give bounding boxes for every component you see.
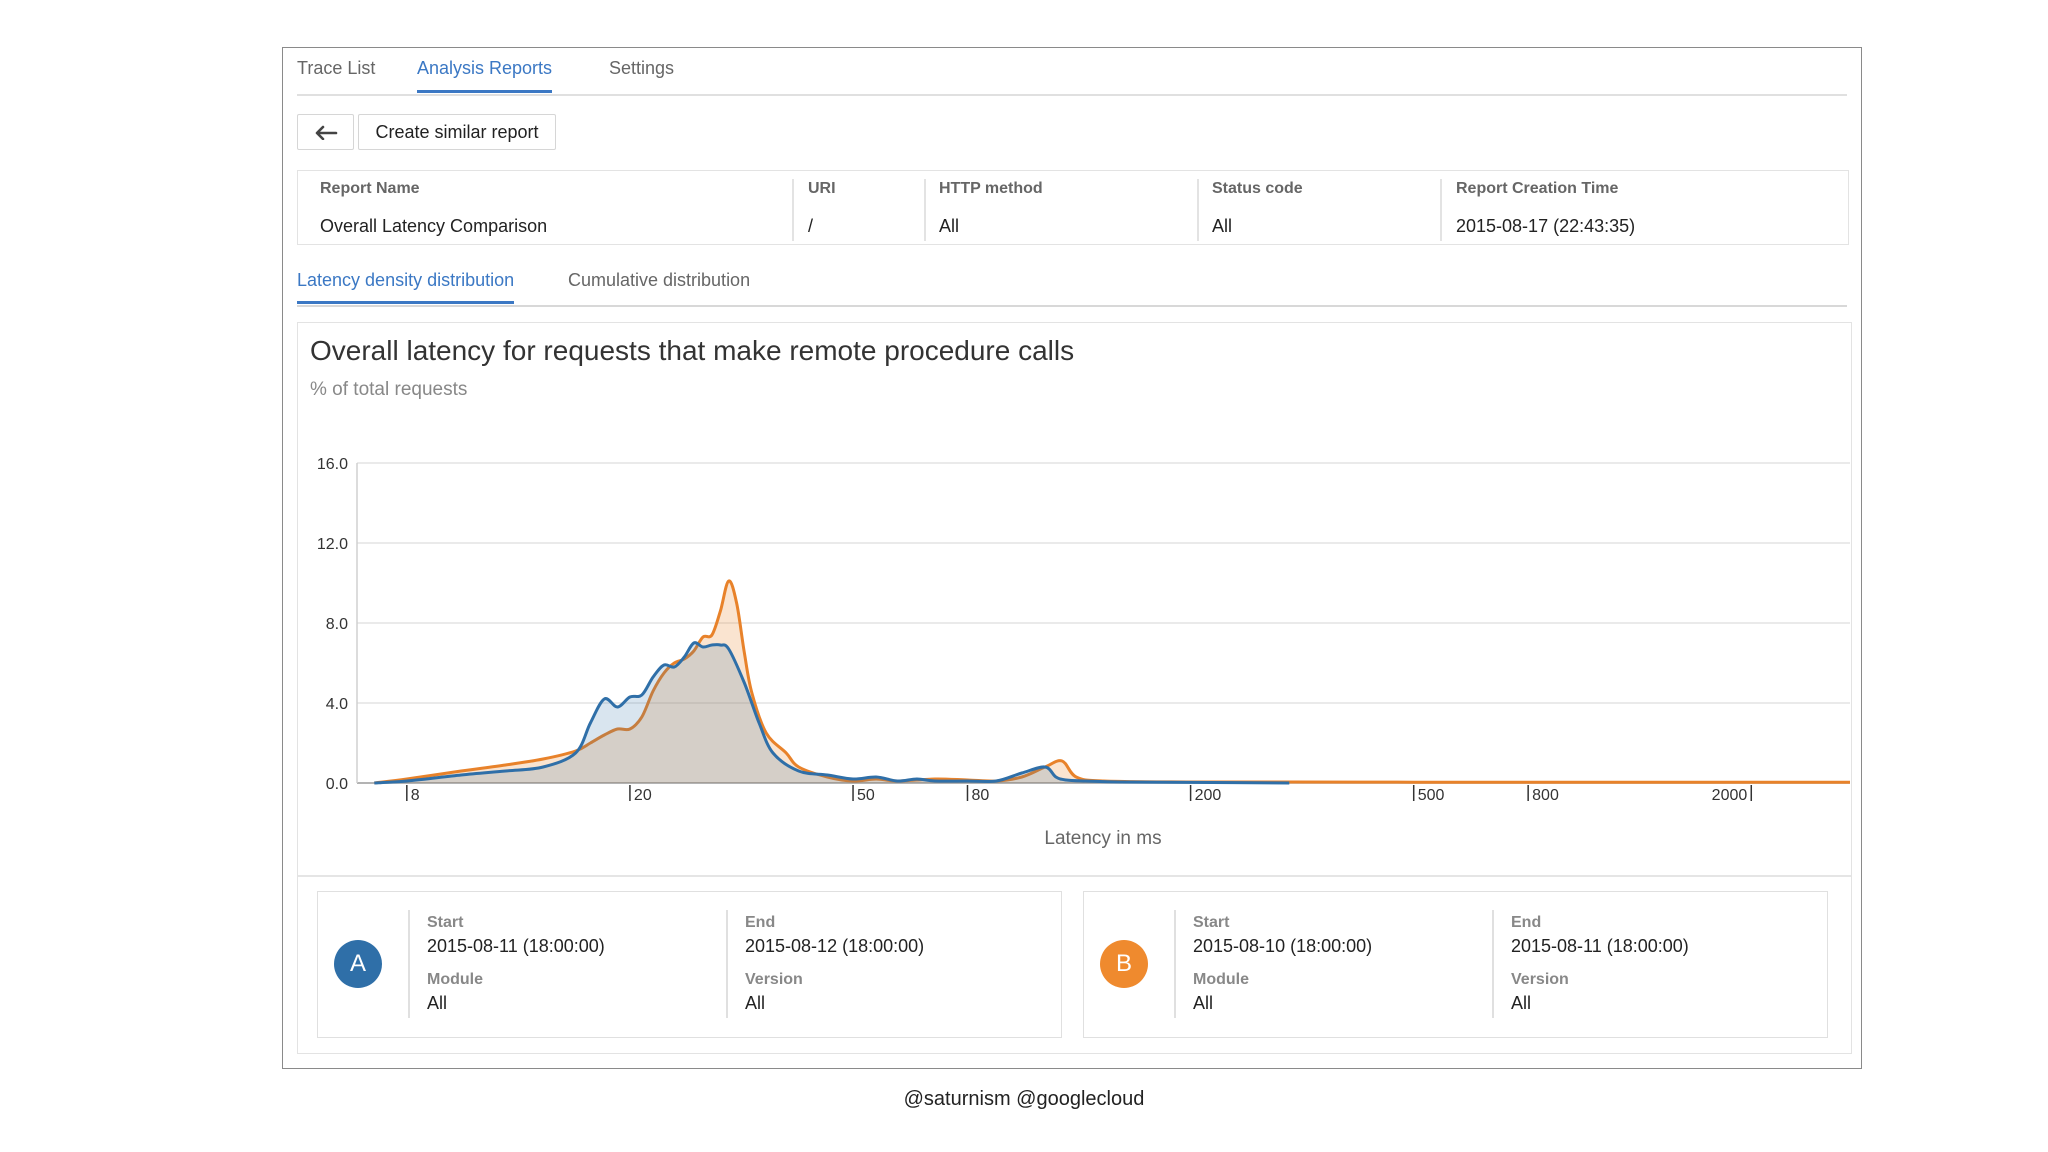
badge-a: A	[334, 940, 382, 988]
legend-card-b: B Start 2015-08-10 (18:00:00) Module All…	[1083, 891, 1828, 1038]
divider	[726, 910, 728, 1018]
tab-cumulative[interactable]: Cumulative distribution	[568, 270, 751, 290]
creation-time-label: Report Creation Time	[1456, 180, 1619, 197]
module-value: All	[1193, 993, 1214, 1013]
report-info-table: Report Name Overall Latency Comparison U…	[297, 170, 1849, 245]
divider	[792, 179, 794, 241]
module-value: All	[427, 993, 448, 1013]
trace-window: Trace List Analysis Reports Settings Cre…	[282, 47, 1862, 1069]
distribution-tabs: Latency density distribution Cumulative …	[297, 262, 1847, 307]
x-tick-label: 200	[1195, 787, 1222, 804]
back-arrow-icon	[315, 125, 337, 140]
module-label: Module	[427, 971, 483, 988]
report-name-value: Overall Latency Comparison	[320, 216, 548, 236]
x-tick-label: 800	[1532, 787, 1559, 804]
start-label: Start	[1193, 914, 1230, 931]
y-tick-label: 4.0	[326, 696, 348, 713]
x-axis-label: Latency in ms	[1044, 828, 1161, 849]
badge-b: B	[1100, 940, 1148, 988]
x-tick-label: 20	[634, 787, 652, 804]
divider	[1197, 179, 1199, 241]
y-tick-label: 8.0	[326, 616, 348, 633]
start-value: 2015-08-11 (18:00:00)	[427, 936, 605, 956]
end-value: 2015-08-11 (18:00:00)	[1511, 936, 1689, 956]
status-code-label: Status code	[1212, 180, 1303, 197]
x-tick-label: 2000	[1712, 787, 1748, 804]
legend-divider	[298, 875, 1851, 877]
tab-latency-density[interactable]: Latency density distribution	[297, 270, 515, 304]
version-value: All	[745, 993, 766, 1013]
tab-trace-list[interactable]: Trace List	[297, 58, 376, 78]
end-value: 2015-08-12 (18:00:00)	[745, 936, 925, 956]
x-tick-label: 80	[971, 787, 989, 804]
http-method-value: All	[939, 216, 960, 236]
report-name-label: Report Name	[320, 180, 420, 197]
end-label: End	[745, 914, 776, 931]
legend-card-a: A Start 2015-08-11 (18:00:00) Module All…	[317, 891, 1062, 1038]
y-tick-label: 0.0	[326, 776, 348, 793]
version-label: Version	[745, 971, 803, 988]
start-value: 2015-08-10 (18:00:00)	[1193, 936, 1373, 956]
end-label: End	[1511, 914, 1542, 931]
start-label: Start	[427, 914, 464, 931]
latency-chart: 0.0 4.0 8.0 12.0 16.0 8 20 50 80 200 500 800 2000 Lat…	[317, 456, 1850, 849]
x-tick-label: 8	[411, 787, 420, 804]
series-b-area	[374, 580, 1850, 783]
uri-value: /	[808, 216, 814, 236]
uri-label: URI	[808, 180, 836, 197]
chart-panel: Overall latency for requests that make r…	[297, 322, 1852, 1054]
status-code-value: All	[1212, 216, 1233, 236]
tab-settings[interactable]: Settings	[609, 58, 675, 78]
footer-handle: @saturnism @googlecloud	[903, 1088, 1145, 1110]
tab-analysis-reports[interactable]: Analysis Reports	[417, 58, 553, 93]
divider	[924, 179, 926, 241]
chart-title: Overall latency for requests that make r…	[310, 335, 1075, 366]
divider	[1440, 179, 1442, 241]
version-value: All	[1511, 993, 1532, 1013]
x-tick-label: 50	[857, 787, 875, 804]
top-tabs: Trace List Analysis Reports Settings	[297, 48, 1847, 96]
series-a-area	[374, 642, 1290, 783]
divider	[1492, 910, 1494, 1018]
module-label: Module	[1193, 971, 1249, 988]
divider	[408, 910, 410, 1018]
divider	[1174, 910, 1176, 1018]
x-tick-label: 500	[1418, 787, 1445, 804]
http-method-label: HTTP method	[939, 180, 1043, 197]
create-similar-report-button[interactable]: Create similar report	[358, 114, 556, 150]
creation-time-value: 2015-08-17 (22:43:35)	[1456, 216, 1636, 236]
back-button[interactable]	[297, 114, 354, 150]
y-tick-label: 16.0	[317, 456, 348, 473]
chart-subtitle: % of total requests	[310, 379, 468, 400]
y-tick-label: 12.0	[317, 536, 348, 553]
series-a-line	[374, 641, 1290, 785]
version-label: Version	[1511, 971, 1569, 988]
